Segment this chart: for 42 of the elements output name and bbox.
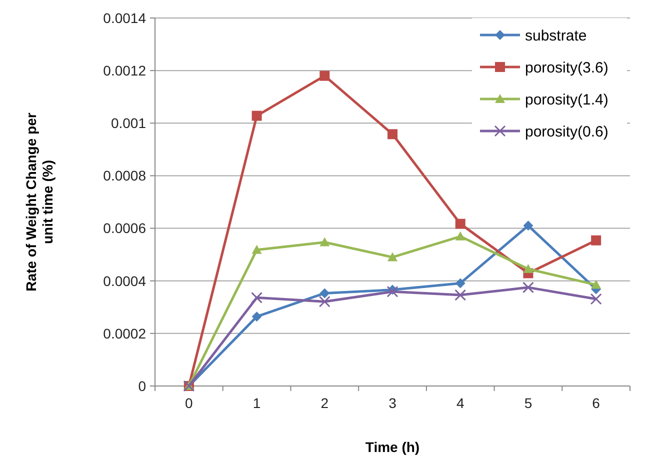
point	[252, 244, 262, 254]
y-tick-label: 0.0012	[103, 62, 146, 78]
point	[522, 282, 534, 294]
point	[388, 252, 398, 262]
point	[455, 218, 466, 229]
point	[386, 286, 398, 298]
x-tick-label: 0	[185, 395, 194, 411]
x-tick-label: 3	[388, 395, 397, 411]
point	[318, 296, 330, 308]
x-tick-label: 6	[592, 395, 600, 411]
y-tick-label: 0.0004	[103, 272, 146, 289]
x-axis-title: Time (h)	[365, 439, 420, 455]
legend-label: porosity(3.6)	[525, 59, 608, 76]
x-tick-label: 4	[456, 395, 464, 411]
point	[320, 237, 330, 246]
point	[455, 278, 466, 288]
x-tick-label: 1	[252, 395, 261, 411]
point	[454, 289, 466, 301]
point	[388, 129, 398, 140]
y-axis-title: Rate of Weight Change per unit time (%)	[22, 112, 56, 292]
point	[320, 70, 330, 81]
point	[591, 280, 602, 289]
point	[523, 220, 534, 231]
x-tick-label: 5	[524, 395, 532, 411]
point	[523, 264, 534, 274]
point	[455, 231, 466, 240]
legend-label: porosity(1.4)	[525, 91, 608, 108]
x-tick-label: 2	[320, 395, 329, 411]
y-tick-label: 0.0006	[103, 220, 146, 236]
y-tick-label: 0.0008	[103, 168, 146, 184]
y-tick-label: 0	[138, 378, 146, 394]
point	[590, 293, 602, 305]
y-tick-label: 0.001	[110, 115, 146, 132]
point	[320, 288, 330, 298]
point	[252, 110, 262, 121]
y-tick-label: 0.0002	[103, 325, 146, 342]
point	[591, 235, 602, 246]
point	[252, 312, 262, 322]
y-tick-label: 0.0014	[103, 10, 146, 26]
point	[251, 292, 263, 304]
legend-label: porosity(0.6)	[525, 123, 608, 140]
legend-label: substrate	[525, 27, 587, 44]
